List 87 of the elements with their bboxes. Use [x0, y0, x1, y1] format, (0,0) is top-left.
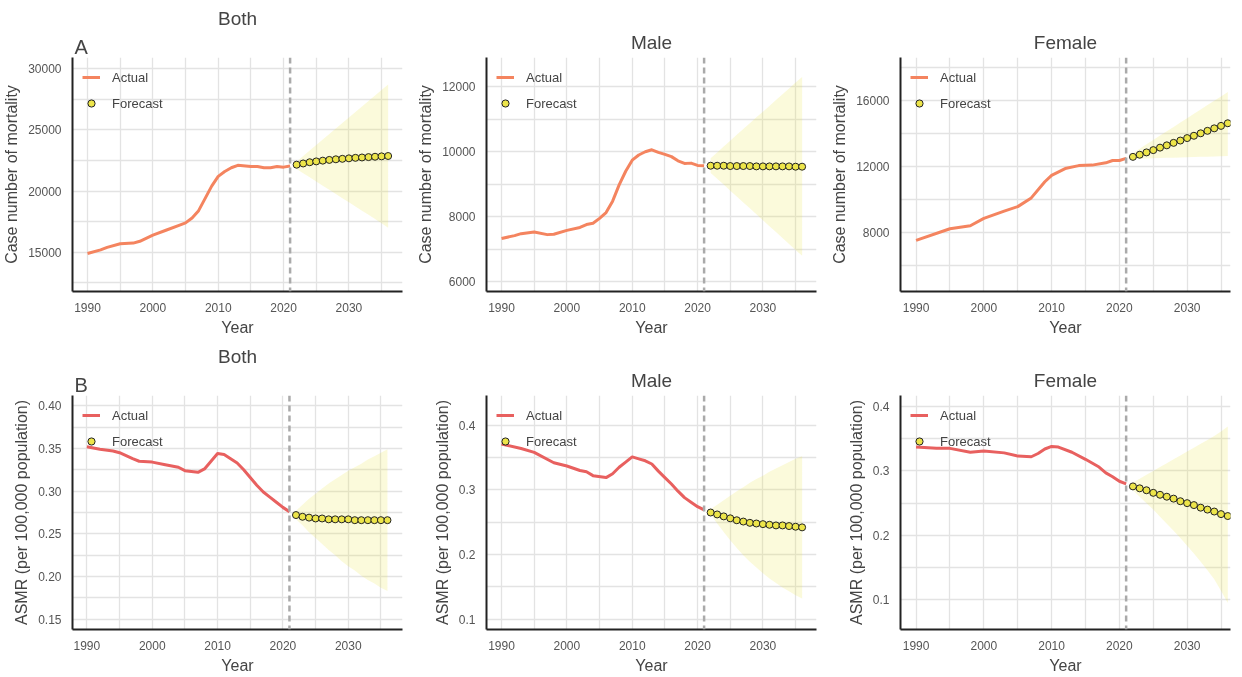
x-axis-title: Year [635, 656, 669, 674]
annotation: B [74, 373, 88, 396]
x-tick-label: 1990 [73, 638, 101, 653]
chart-title: Female [1033, 369, 1098, 391]
x-axis-title: Year [1049, 656, 1083, 674]
y-tick-label: 0.1 [458, 612, 476, 627]
legend-label: Forecast [112, 433, 163, 449]
x-tick-label: 1990 [488, 300, 516, 315]
x-tick-label: 2030 [1173, 300, 1201, 315]
y-tick-label: 0.35 [38, 441, 62, 456]
x-tick-label: 2020 [684, 638, 712, 653]
y-tick-label: 10000 [442, 145, 476, 160]
x-tick-label: 2000 [970, 638, 998, 653]
y-tick-label: 0.25 [38, 527, 62, 542]
x-tick-label: 1990 [902, 300, 930, 315]
x-tick-label: 2000 [553, 300, 581, 315]
y-tick-label: 15000 [28, 245, 62, 260]
x-tick-label: 2010 [1038, 300, 1066, 315]
x-axis-title: Year [221, 656, 255, 674]
x-tick-label: 1990 [902, 638, 930, 653]
legend-label: Forecast [526, 95, 577, 111]
legend-label: Actual [940, 69, 977, 85]
y-tick-label: 0.2 [872, 528, 890, 543]
y-axis-title: ASMR (per 100,000 population) [13, 399, 31, 626]
x-axis-title: Year [221, 318, 255, 336]
y-tick-label: 8000 [862, 225, 890, 240]
y-tick-label: 0.30 [38, 484, 62, 499]
y-tick-label: 25000 [28, 123, 62, 138]
x-tick-label: 2030 [334, 638, 362, 653]
legend-label: Actual [112, 69, 149, 85]
y-tick-label: 6000 [448, 275, 476, 290]
y-axis-title: Case number of mortality [831, 85, 849, 264]
y-tick-label: 0.20 [38, 570, 62, 585]
x-tick-label: 2030 [749, 638, 777, 653]
x-tick-label: 2000 [970, 300, 998, 315]
y-tick-label: 0.15 [38, 612, 62, 627]
y-axis-title: Case number of mortality [417, 85, 435, 264]
legend-label: Forecast [526, 433, 577, 449]
legend-label: Actual [940, 407, 977, 423]
y-tick-label: 16000 [856, 93, 890, 108]
y-axis-title: ASMR (per 100,000 population) [433, 399, 451, 626]
y-tick-label: 0.40 [38, 399, 62, 414]
y-axis-title: Case number of mortality [3, 85, 21, 264]
chart-title: Male [630, 31, 673, 53]
y-tick-label: 0.2 [458, 548, 476, 563]
x-tick-label: 2010 [618, 300, 646, 315]
x-tick-label: 2000 [553, 638, 581, 653]
y-tick-label: 0.4 [872, 399, 890, 414]
legend-label: Actual [526, 69, 563, 85]
legend-label: Forecast [940, 433, 991, 449]
x-tick-label: 2030 [749, 300, 777, 315]
y-tick-label: 8000 [448, 210, 476, 225]
y-tick-label: 12000 [442, 80, 476, 95]
y-tick-label: 0.3 [872, 464, 890, 479]
x-tick-label: 2010 [1038, 638, 1066, 653]
x-tick-label: 2020 [1106, 300, 1134, 315]
legend-label: Actual [112, 407, 149, 423]
x-tick-label: 2030 [335, 300, 363, 315]
x-tick-label: 2030 [1173, 638, 1201, 653]
y-tick-label: 20000 [28, 184, 62, 199]
y-tick-label: 0.1 [872, 593, 890, 608]
y-tick-label: 0.4 [458, 418, 476, 433]
annotation: A [74, 35, 89, 58]
chart-title: Both [217, 345, 258, 367]
x-tick-label: 2020 [270, 300, 298, 315]
x-tick-label: 2020 [684, 300, 712, 315]
x-tick-label: 1990 [488, 638, 516, 653]
legend-label: Forecast [112, 95, 163, 111]
y-tick-label: 12000 [856, 159, 890, 174]
x-tick-label: 2010 [204, 300, 232, 315]
legend-label: Forecast [940, 95, 991, 111]
y-axis-title: ASMR (per 100,000 population) [847, 399, 865, 626]
x-axis-title: Year [635, 318, 669, 336]
x-tick-label: 2010 [618, 638, 646, 653]
y-tick-label: 0.3 [458, 483, 476, 498]
legend-label: Actual [526, 407, 563, 423]
x-tick-label: 2010 [204, 638, 232, 653]
x-tick-label: 1990 [74, 300, 102, 315]
chart-title: Male [630, 369, 673, 391]
x-tick-label: 2000 [138, 638, 166, 653]
x-axis-title: Year [1049, 318, 1083, 336]
x-tick-label: 2000 [139, 300, 167, 315]
x-tick-label: 2020 [1106, 638, 1134, 653]
chart-title: Both [217, 7, 258, 29]
y-tick-label: 30000 [28, 62, 62, 77]
chart-title: Female [1033, 31, 1098, 53]
x-tick-label: 2020 [269, 638, 297, 653]
